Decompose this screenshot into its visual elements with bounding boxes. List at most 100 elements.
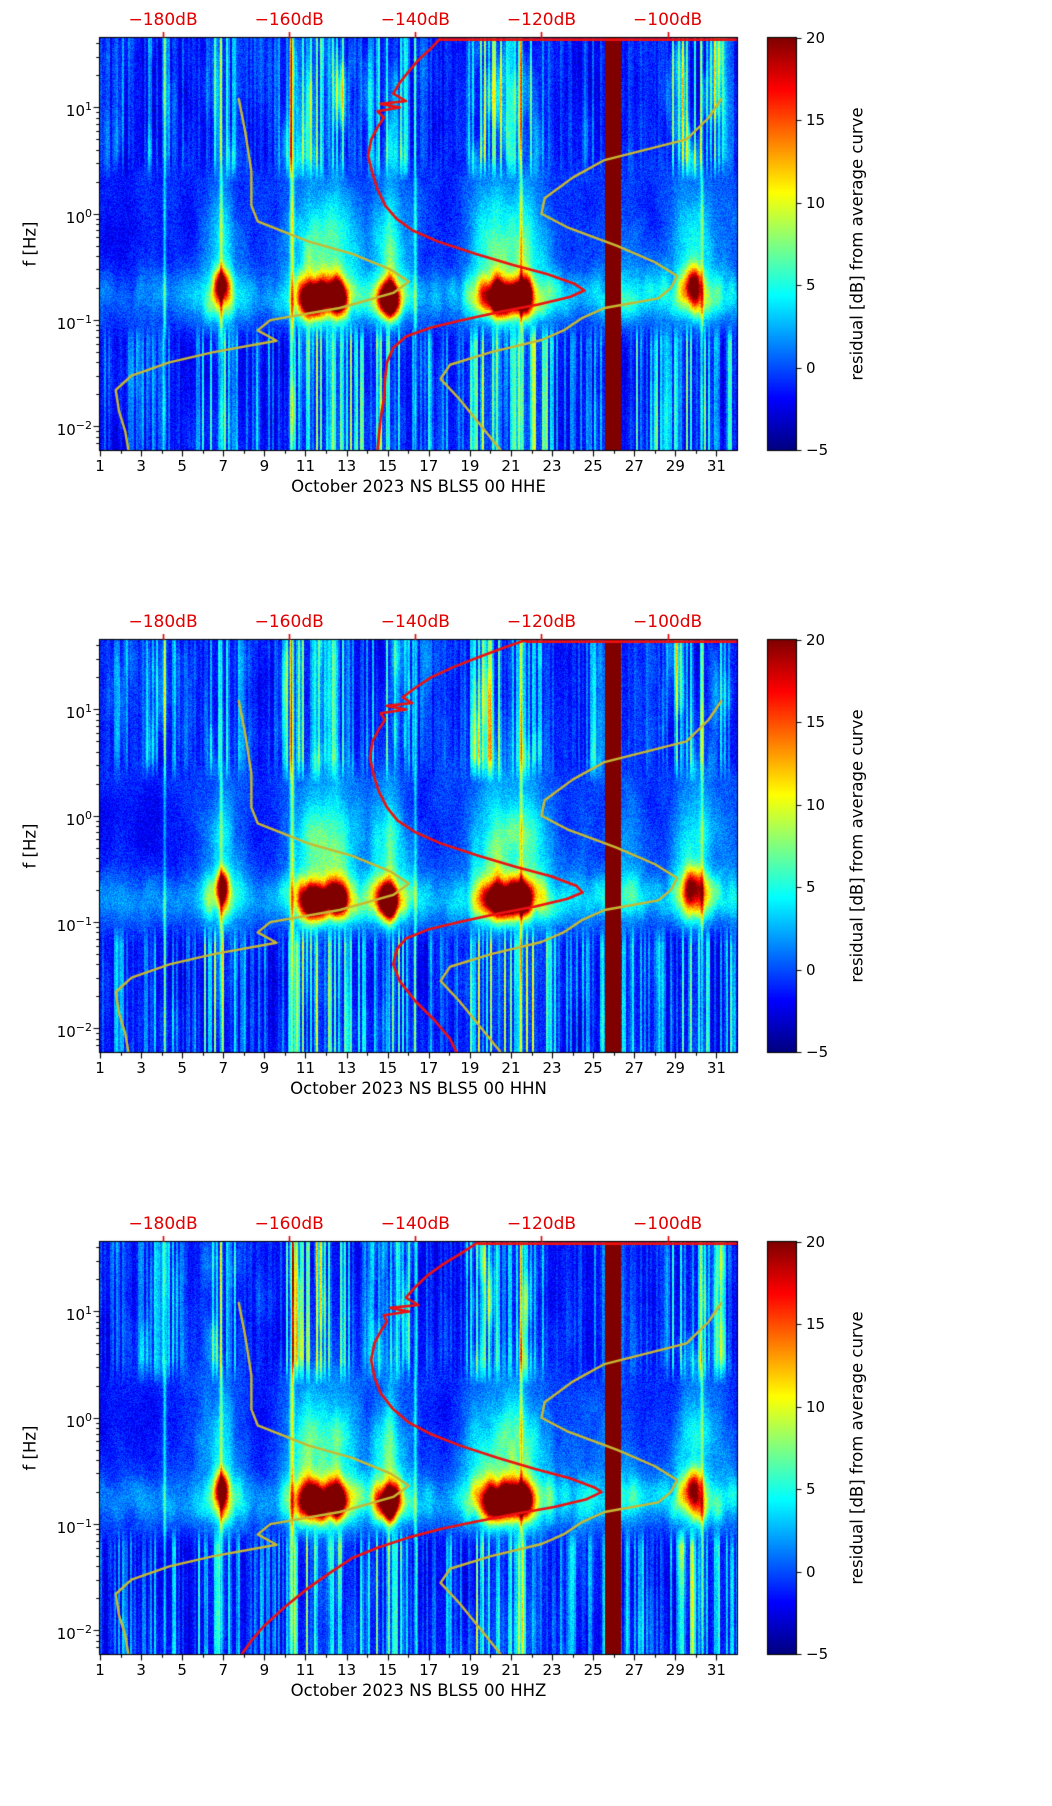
y-axis-label: f [Hz] xyxy=(20,823,40,869)
panel-title: October 2023 NS BLS5 00 HHZ xyxy=(290,1681,547,1700)
x-tick-label: 13 xyxy=(337,1059,357,1077)
x-tick-label: 29 xyxy=(665,457,685,475)
x-tick-label: 1 xyxy=(95,1661,105,1679)
colorbar-tick-label: −5 xyxy=(806,1043,829,1061)
x-tick-label: 11 xyxy=(295,457,316,475)
x-tick-label: 29 xyxy=(665,1661,685,1679)
x-tick-label: 19 xyxy=(460,457,480,475)
top-axis-db-label: −180dB xyxy=(128,10,198,30)
colorbar-tick-label: 0 xyxy=(806,358,816,377)
x-tick-label: 15 xyxy=(378,1059,398,1077)
x-tick-label: 13 xyxy=(337,1661,357,1679)
y-tick-label: 10−1 xyxy=(56,915,92,936)
panel-title: October 2023 NS BLS5 00 HHE xyxy=(291,477,546,496)
colorbar-tick-label: 5 xyxy=(806,1480,816,1499)
colorbar-tick-label: −5 xyxy=(806,441,829,459)
top-axis-db-label: −180dB xyxy=(128,1214,198,1234)
x-tick-label: 25 xyxy=(583,457,603,475)
colorbar-tick-label: 5 xyxy=(806,878,816,897)
x-tick-label: 17 xyxy=(419,1059,439,1077)
x-tick-label: 3 xyxy=(136,457,146,475)
spectrogram-canvas-hhe xyxy=(0,0,1052,602)
y-tick-label: 100 xyxy=(65,206,92,227)
colorbar-tick-label: 15 xyxy=(806,713,826,732)
y-tick-label: 10−1 xyxy=(56,1517,92,1538)
y-tick-label: 101 xyxy=(65,1304,92,1325)
spectrogram-panel-hhz: −180dB −160dB −140dB −120dB −100dB 101 100 10−1… xyxy=(0,1204,1052,1806)
top-axis-db-label: −160dB xyxy=(254,1214,324,1234)
x-tick-label: 5 xyxy=(177,1661,187,1679)
y-tick-label: 10−2 xyxy=(56,1623,92,1644)
top-axis-db-label: −120dB xyxy=(506,612,577,632)
colorbar-tick-label: 20 xyxy=(806,29,826,47)
x-tick-label: 13 xyxy=(337,457,357,475)
top-axis-db-label: −100dB xyxy=(633,1214,703,1234)
top-axis-db-label: −160dB xyxy=(254,612,324,632)
top-axis-db-label: −140dB xyxy=(380,612,450,632)
y-tick-label: 10−2 xyxy=(56,1021,92,1042)
x-tick-label: 1 xyxy=(95,1059,105,1077)
x-tick-label: 1 xyxy=(95,457,105,475)
y-axis-label: f [Hz] xyxy=(20,221,40,267)
x-tick-label: 21 xyxy=(501,457,521,475)
x-tick-label: 21 xyxy=(501,1661,521,1679)
x-tick-label: 9 xyxy=(259,1661,270,1679)
colorbar-label: residual [dB] from average curve xyxy=(847,1311,867,1585)
x-tick-label: 27 xyxy=(624,1661,644,1679)
x-tick-label: 7 xyxy=(218,1059,229,1077)
colorbar-tick-label: 0 xyxy=(806,960,816,979)
y-tick-label: 10−1 xyxy=(56,313,92,334)
spectrogram-panel-hhn: −180dB −160dB −140dB −120dB −100dB 101 10 0 10−1… xyxy=(0,602,1052,1204)
x-tick-label: 27 xyxy=(624,457,644,475)
x-tick-label: 23 xyxy=(542,457,562,475)
x-tick-label: 15 xyxy=(378,457,398,475)
x-tick-label: 3 xyxy=(136,1661,146,1679)
top-axis-db-label: −120dB xyxy=(506,10,577,30)
x-tick-label: 11 xyxy=(295,1059,316,1077)
top-axis-db-label: −160dB xyxy=(254,10,324,30)
x-tick-label: 19 xyxy=(460,1059,480,1077)
x-tick-label: 21 xyxy=(501,1059,521,1077)
top-axis-db-label: −100dB xyxy=(633,612,703,632)
x-tick-label: 17 xyxy=(419,1661,439,1679)
colorbar-tick-label: 5 xyxy=(806,276,816,295)
y-axis-label: f [Hz] xyxy=(20,1425,40,1471)
y-tick-label: 100 xyxy=(65,1410,92,1431)
x-tick-label: 7 xyxy=(218,1661,229,1679)
x-tick-label: 11 xyxy=(295,1661,316,1679)
x-tick-label: 7 xyxy=(218,457,229,475)
x-tick-label: 25 xyxy=(583,1059,603,1077)
top-axis-db-label: −140dB xyxy=(380,10,450,30)
x-tick-label: 15 xyxy=(378,1661,398,1679)
spectrogram-canvas-hhn xyxy=(0,602,1052,1204)
colorbar-label: residual [dB] from average curve xyxy=(847,107,867,381)
colorbar-tick-label: 15 xyxy=(806,111,826,130)
top-axis-db-label: −140dB xyxy=(380,1214,450,1234)
x-tick-label: 3 xyxy=(136,1059,146,1077)
x-tick-label: 27 xyxy=(624,1059,644,1077)
colorbar-tick-label: 20 xyxy=(806,631,826,649)
x-tick-label: 9 xyxy=(259,457,270,475)
x-tick-label: 23 xyxy=(542,1661,562,1679)
colorbar-label: residual [dB] from average curve xyxy=(847,709,867,983)
x-tick-label: 17 xyxy=(419,457,439,475)
panel-title: October 2023 NS BLS5 00 HHN xyxy=(290,1079,547,1098)
x-tick-label: 5 xyxy=(177,457,187,475)
top-axis-db-label: −180dB xyxy=(128,612,198,632)
x-tick-label: 9 xyxy=(259,1059,270,1077)
x-tick-label: 29 xyxy=(665,1059,685,1077)
x-tick-label: 31 xyxy=(706,1059,726,1077)
x-tick-label: 5 xyxy=(177,1059,187,1077)
colorbar-tick-label: 15 xyxy=(806,1315,826,1334)
x-tick-label: 31 xyxy=(706,1661,726,1679)
colorbar-tick-label: 10 xyxy=(806,795,826,814)
x-tick-label: 31 xyxy=(706,457,726,475)
x-tick-label: 23 xyxy=(542,1059,562,1077)
colorbar-tick-label: −5 xyxy=(806,1645,829,1663)
y-tick-label: 101 xyxy=(65,702,92,723)
spectrogram-panel-hhe: −180dB −160dB −140dB −120dB −100dB 101 100 10−1… xyxy=(0,0,1052,602)
y-tick-label: 101 xyxy=(65,100,92,121)
x-tick-label: 19 xyxy=(460,1661,480,1679)
colorbar-tick-label: 10 xyxy=(806,1397,826,1416)
